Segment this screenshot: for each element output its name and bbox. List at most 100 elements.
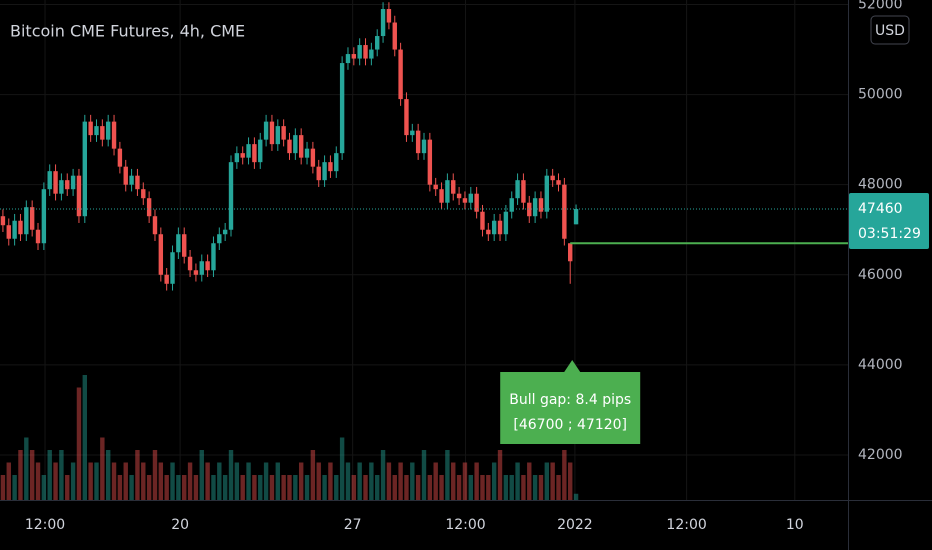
volume-bar bbox=[211, 475, 216, 500]
y-tick-label: 46000 bbox=[858, 267, 903, 283]
candle-body bbox=[6, 225, 11, 239]
volume-bar bbox=[275, 462, 280, 500]
candle-body bbox=[310, 148, 316, 167]
candle-body bbox=[35, 229, 41, 244]
volume-bar bbox=[158, 462, 164, 500]
volume-bar bbox=[246, 462, 251, 500]
candle-body bbox=[47, 171, 52, 190]
candle-body bbox=[433, 184, 438, 190]
candle-body bbox=[18, 220, 23, 235]
volume-bar bbox=[228, 450, 234, 500]
candle-body bbox=[573, 209, 579, 225]
candle-body bbox=[451, 180, 456, 194]
volume-bar bbox=[415, 475, 421, 500]
candle-body bbox=[410, 130, 415, 136]
volume-bar bbox=[456, 475, 462, 500]
volume-bar bbox=[176, 475, 181, 500]
candle-body bbox=[474, 193, 479, 212]
y-tick-label: 42000 bbox=[858, 447, 903, 463]
candle-body bbox=[568, 243, 573, 262]
volume-bar bbox=[111, 462, 117, 500]
candle-body bbox=[111, 121, 117, 149]
volume-bar bbox=[59, 450, 64, 500]
candle-body bbox=[486, 229, 491, 235]
volume-bar bbox=[380, 450, 386, 500]
candle-body bbox=[480, 211, 485, 230]
volume-bar bbox=[187, 462, 193, 500]
y-tick-label: 50000 bbox=[858, 87, 903, 103]
x-tick-label: 27 bbox=[344, 517, 362, 533]
volume-bar bbox=[509, 475, 514, 500]
volume-bar bbox=[135, 450, 140, 500]
volume-bar bbox=[12, 475, 17, 500]
volume-bar bbox=[94, 462, 99, 500]
candle-body bbox=[509, 198, 514, 212]
candle-body bbox=[252, 144, 257, 163]
candle-body bbox=[53, 171, 58, 194]
candle-body bbox=[550, 175, 555, 181]
volume-bar bbox=[392, 475, 397, 500]
volume-bar bbox=[117, 475, 123, 500]
volume-bar bbox=[421, 450, 427, 500]
candle-body bbox=[538, 198, 544, 212]
volume-bar bbox=[433, 462, 438, 500]
candle-body bbox=[211, 243, 216, 271]
candle-body bbox=[105, 121, 111, 140]
candle-body bbox=[497, 220, 503, 235]
candle-body bbox=[298, 135, 304, 158]
volume-bar bbox=[222, 475, 228, 500]
x-tick-label: 20 bbox=[171, 517, 189, 533]
candle-body bbox=[503, 211, 509, 235]
volume-bar bbox=[468, 475, 473, 500]
candle-body bbox=[182, 234, 187, 257]
volume-bar bbox=[182, 475, 187, 500]
volume-bar bbox=[532, 475, 538, 500]
volume-bar bbox=[515, 462, 520, 500]
x-tick-label: 10 bbox=[786, 517, 804, 533]
volume-bar bbox=[480, 475, 485, 500]
candle-body bbox=[240, 153, 245, 158]
volume-bar bbox=[164, 475, 169, 500]
candle-body bbox=[556, 180, 561, 185]
candle-body bbox=[515, 180, 520, 199]
candle-body bbox=[404, 99, 409, 136]
annotation-range: [46700 ; 47120] bbox=[513, 417, 627, 433]
candle-body bbox=[316, 166, 321, 181]
volume-bar bbox=[345, 462, 351, 500]
volume-bar bbox=[328, 462, 333, 500]
candle-body bbox=[193, 270, 199, 275]
currency-box[interactable] bbox=[870, 15, 910, 45]
candle-body bbox=[135, 175, 140, 190]
currency[interactable]: USD bbox=[875, 23, 905, 39]
volume-bar bbox=[41, 475, 47, 500]
last-price-label: 47460 bbox=[858, 201, 903, 217]
volume-bar bbox=[170, 462, 175, 500]
volume-bar bbox=[152, 450, 158, 500]
volume-bar bbox=[18, 450, 23, 500]
volume-bar bbox=[269, 475, 275, 500]
volume-bar bbox=[281, 475, 286, 500]
volume-bar bbox=[263, 462, 269, 500]
volume-bar bbox=[573, 493, 579, 500]
volume-bar bbox=[76, 387, 82, 500]
candle-body bbox=[234, 153, 240, 163]
candle-body bbox=[427, 139, 433, 185]
volume-bar bbox=[357, 462, 362, 500]
candle-body bbox=[146, 198, 152, 217]
candle-body bbox=[375, 36, 380, 50]
volume-bar bbox=[298, 462, 304, 500]
candle-body bbox=[258, 139, 263, 163]
annotation-text: Bull gap: 8.4 pips bbox=[509, 392, 631, 408]
candle-body bbox=[123, 166, 128, 185]
candle-body bbox=[164, 274, 169, 284]
volume-bar bbox=[491, 462, 497, 500]
countdown-label: 03:51:29 bbox=[858, 226, 921, 242]
volume-bar bbox=[234, 462, 240, 500]
candle-body bbox=[0, 216, 6, 226]
candle-body bbox=[263, 121, 269, 140]
volume-bar bbox=[503, 475, 509, 500]
candle-body bbox=[380, 9, 386, 37]
candle-body bbox=[76, 175, 82, 217]
candle-body bbox=[94, 126, 99, 136]
